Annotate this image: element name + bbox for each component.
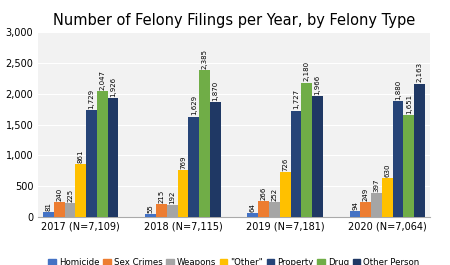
Text: 192: 192 xyxy=(169,191,175,204)
Text: 215: 215 xyxy=(158,190,164,203)
Bar xyxy=(189,117,199,217)
Bar xyxy=(301,82,312,217)
Bar xyxy=(43,212,54,217)
Bar xyxy=(393,101,403,217)
Text: 769: 769 xyxy=(180,155,186,169)
Text: 55: 55 xyxy=(148,204,154,213)
Text: 240: 240 xyxy=(56,188,62,201)
Bar xyxy=(248,213,258,217)
Bar xyxy=(145,214,156,217)
Bar xyxy=(382,178,393,217)
Legend: Homicide, Sex Crimes, Weapons, "Other", Property, Drug, Other Person: Homicide, Sex Crimes, Weapons, "Other", … xyxy=(45,255,423,265)
Bar xyxy=(65,204,76,217)
Text: 2,163: 2,163 xyxy=(417,62,423,82)
Text: 1,727: 1,727 xyxy=(293,89,299,109)
Bar xyxy=(199,70,210,217)
Bar xyxy=(76,164,86,217)
Bar xyxy=(210,102,220,217)
Text: 2,385: 2,385 xyxy=(202,49,207,69)
Text: 1,651: 1,651 xyxy=(406,94,412,114)
Bar xyxy=(371,193,382,217)
Bar xyxy=(291,111,301,217)
Bar xyxy=(258,201,269,217)
Bar xyxy=(156,204,167,217)
Bar xyxy=(312,96,323,217)
Bar xyxy=(280,173,291,217)
Text: 2,047: 2,047 xyxy=(99,70,105,90)
Text: 94: 94 xyxy=(352,201,358,210)
Text: 266: 266 xyxy=(261,186,266,200)
Text: 252: 252 xyxy=(271,187,277,201)
Text: 1,966: 1,966 xyxy=(315,74,320,95)
Text: 397: 397 xyxy=(374,178,379,192)
Bar xyxy=(403,115,414,217)
Text: 1,926: 1,926 xyxy=(110,77,116,97)
Title: Number of Felony Filings per Year, by Felony Type: Number of Felony Filings per Year, by Fe… xyxy=(53,13,415,28)
Text: 630: 630 xyxy=(384,164,390,177)
Text: 1,880: 1,880 xyxy=(395,80,401,100)
Bar xyxy=(86,111,97,217)
Text: 249: 249 xyxy=(363,188,369,201)
Text: 726: 726 xyxy=(282,158,288,171)
Bar xyxy=(269,202,280,217)
Bar xyxy=(360,202,371,217)
Text: 225: 225 xyxy=(67,189,73,202)
Bar xyxy=(108,98,118,217)
Text: 81: 81 xyxy=(45,202,52,211)
Bar xyxy=(350,211,360,217)
Text: 2,180: 2,180 xyxy=(304,61,310,81)
Bar xyxy=(178,170,189,217)
Text: 64: 64 xyxy=(250,203,256,212)
Text: 861: 861 xyxy=(78,149,84,163)
Text: 1,870: 1,870 xyxy=(212,80,218,100)
Bar xyxy=(54,202,65,217)
Text: 1,729: 1,729 xyxy=(89,89,94,109)
Text: 1,629: 1,629 xyxy=(191,95,197,116)
Bar xyxy=(414,83,425,217)
Bar xyxy=(167,205,178,217)
Bar xyxy=(97,91,108,217)
